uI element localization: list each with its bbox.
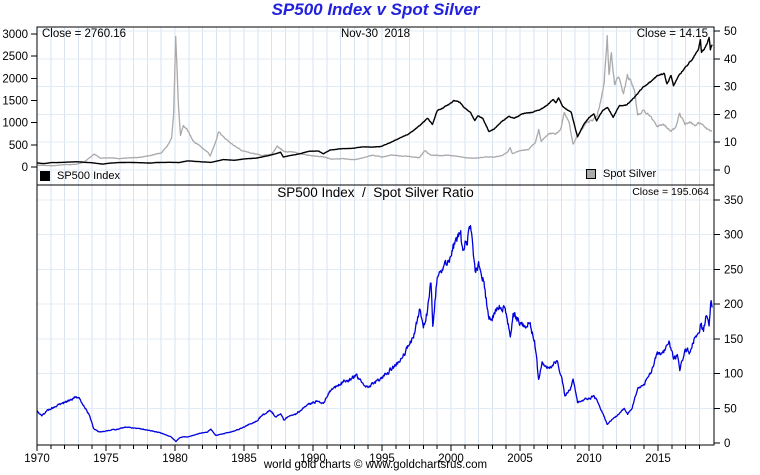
y-tick-label-ratio: 350 xyxy=(724,195,743,207)
y-tick-label-ratio: 50 xyxy=(724,403,737,415)
legend-silver-label: Spot Silver xyxy=(603,168,657,180)
date-label: Nov-30 2018 xyxy=(340,28,411,40)
y-tick-label-left: 1000 xyxy=(2,118,28,130)
y-tick-label-right: 20 xyxy=(724,109,737,121)
silver-line xyxy=(36,35,713,167)
y-tick-label-left: 3000 xyxy=(2,29,28,41)
bottom-panel-border xyxy=(36,184,715,446)
y-tick-label-left: 2000 xyxy=(2,73,28,85)
x-tick-label: 2000 xyxy=(438,453,464,465)
top-panel-border xyxy=(36,26,715,186)
x-tick-label: 2005 xyxy=(507,453,533,465)
y-tick-label-ratio: 250 xyxy=(724,264,743,276)
y-tick-label-ratio: 150 xyxy=(724,334,743,346)
legend-silver: Spot Silver xyxy=(586,168,656,180)
axes: 0500100015002000250030000102030405005010… xyxy=(2,26,743,465)
ratio-close-label: Close = 195.064 xyxy=(632,186,709,198)
y-tick-label-left: 1500 xyxy=(2,96,28,108)
y-tick-label-left: 500 xyxy=(9,140,28,152)
x-tick-label: 1985 xyxy=(231,453,257,465)
y-tick-label-left: 2500 xyxy=(2,51,28,63)
ratio-line xyxy=(36,224,713,443)
x-tick-label: 1980 xyxy=(162,453,188,465)
y-tick-label-ratio: 200 xyxy=(724,299,743,311)
silver-close-label: Close = 14.15 xyxy=(636,28,708,40)
legend-sp500-label: SP500 Index xyxy=(57,170,120,182)
x-tick-label: 2015 xyxy=(645,453,671,465)
y-tick-label-ratio: 100 xyxy=(724,369,743,381)
footer-credit: world gold charts © www.goldchartsrus.co… xyxy=(263,459,488,471)
x-tick-label: 1995 xyxy=(369,453,395,465)
x-tick-label: 1990 xyxy=(300,453,326,465)
y-tick-label-right: 50 xyxy=(724,26,737,38)
y-tick-label-right: 40 xyxy=(724,54,737,66)
y-tick-label-left: 0 xyxy=(22,162,28,174)
y-tick-label-right: 30 xyxy=(724,82,737,94)
chart-title: SP500 Index v Spot Silver xyxy=(271,0,480,19)
legend-sp500: SP500 Index xyxy=(40,170,120,182)
x-tick-label: 2010 xyxy=(576,453,602,465)
sp500-close-label: Close = 2760.16 xyxy=(42,28,127,40)
y-tick-label-ratio: 300 xyxy=(724,230,743,242)
ratio-panel-title: SP500 Index / Spot Silver Ratio xyxy=(277,185,474,200)
sp500-line xyxy=(36,36,713,165)
sp500-swatch-icon xyxy=(40,171,50,181)
silver-swatch-icon xyxy=(586,169,596,179)
y-tick-label-ratio: 0 xyxy=(724,438,730,450)
y-tick-label-right: 10 xyxy=(724,137,737,149)
x-tick-label: 1975 xyxy=(93,453,119,465)
y-tick-label-right: 0 xyxy=(724,165,730,177)
x-tick-label: 1970 xyxy=(24,453,50,465)
